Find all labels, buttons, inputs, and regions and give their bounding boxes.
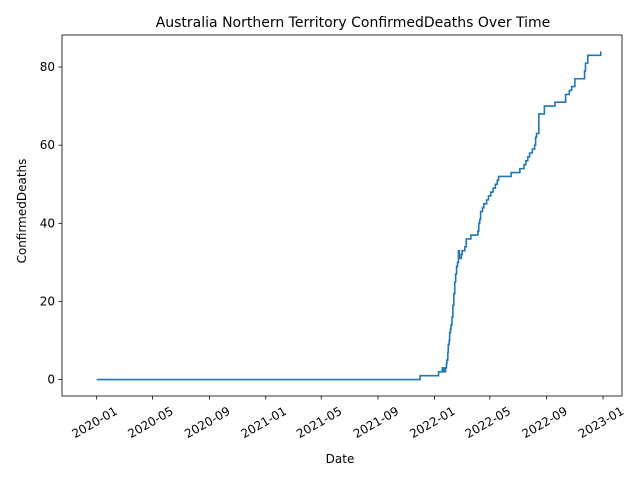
chart-title: Australia Northern Territory ConfirmedDe…	[156, 15, 551, 31]
x-tick-label: 2023-01	[576, 404, 626, 441]
y-tick-label: 40	[40, 216, 55, 230]
plot-frame	[61, 34, 623, 397]
y-tick-label: 80	[40, 60, 55, 74]
x-tick-label: 2020-01	[69, 404, 119, 441]
y-tick-label: 20	[40, 294, 55, 308]
y-axis: 0 20 40 60 80	[40, 60, 62, 387]
plot-area	[61, 34, 623, 397]
x-tick-label: 2021-05	[294, 404, 344, 441]
y-tick-label: 0	[47, 373, 55, 387]
x-axis-label: Date	[326, 452, 355, 466]
y-axis-label: ConfirmedDeaths	[15, 159, 29, 264]
x-tick-label: 2020-09	[182, 404, 232, 441]
x-tick-label: 2022-05	[463, 404, 513, 441]
x-axis: 2020-01 2020-05 2020-09 2021-01 2021-05 2021-…	[69, 396, 626, 441]
x-tick-label: 2022-01	[407, 404, 457, 441]
x-tick-label: 2021-09	[351, 404, 401, 441]
x-tick-label: 2021-01	[239, 404, 289, 441]
y-tick-label: 60	[40, 138, 55, 152]
series-line	[96, 51, 602, 381]
x-tick-label: 2022-09	[519, 404, 569, 441]
x-tick-label: 2020-05	[125, 404, 175, 441]
